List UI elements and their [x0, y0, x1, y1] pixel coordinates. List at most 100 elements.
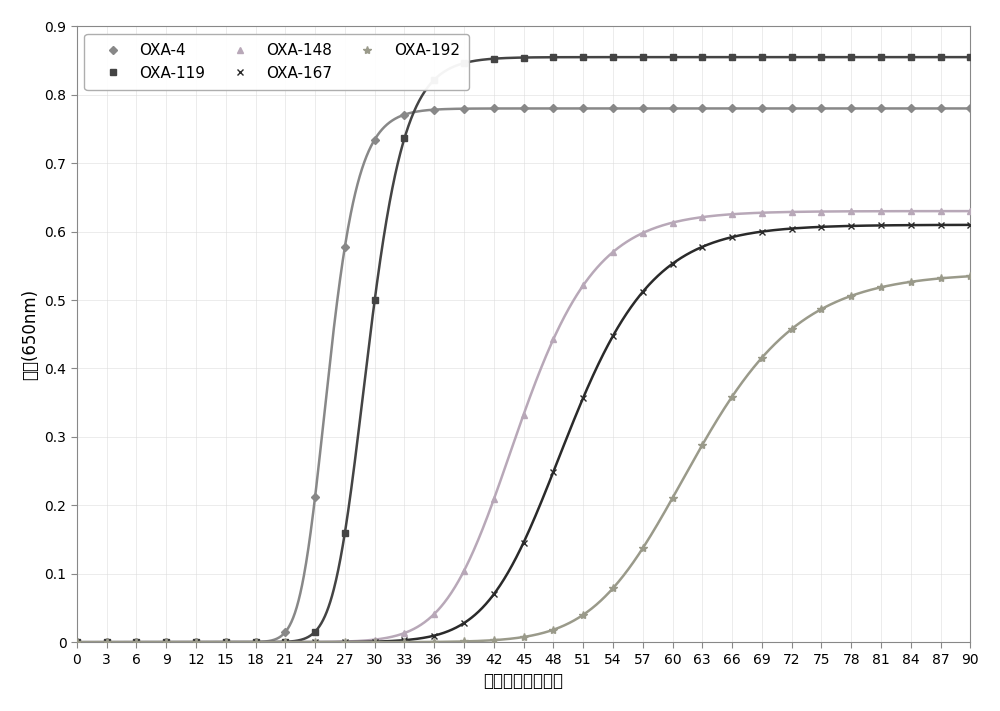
OXA-167 [905, 221, 917, 230]
OXA-148 [637, 229, 649, 237]
OXA-119 [369, 296, 381, 305]
OXA-119 [607, 53, 619, 61]
OXA-119 [488, 55, 500, 63]
OXA-192 [637, 544, 649, 552]
OXA-167 [458, 619, 470, 627]
OXA-4 [488, 105, 500, 113]
OXA-119 [815, 53, 827, 61]
OXA-119 [964, 53, 976, 61]
OXA-167 [160, 638, 172, 646]
OXA-148 [130, 638, 142, 646]
OXA-192 [667, 493, 679, 502]
OXA-167 [577, 394, 589, 402]
OXA-167 [637, 288, 649, 296]
OXA-4 [935, 105, 947, 113]
Legend: OXA-4, OXA-119, OXA-148, OXA-167, OXA-192: OXA-4, OXA-119, OXA-148, OXA-167, OXA-19… [84, 34, 469, 90]
OXA-167 [428, 631, 440, 640]
OXA-167 [220, 638, 232, 646]
OXA-148 [309, 638, 321, 646]
OXA-167 [726, 232, 738, 241]
OXA-192 [845, 292, 857, 300]
OXA-192 [815, 305, 827, 314]
OXA-192 [547, 626, 559, 634]
OXA-192 [250, 638, 262, 646]
OXA-192 [309, 638, 321, 646]
OXA-119 [339, 528, 351, 537]
OXA-167 [845, 222, 857, 230]
Line: OXA-119: OXA-119 [73, 53, 974, 646]
OXA-119 [875, 53, 887, 61]
Line: OXA-167: OXA-167 [73, 221, 974, 646]
OXA-148 [339, 637, 351, 646]
OXA-119 [220, 638, 232, 646]
OXA-119 [786, 53, 798, 61]
OXA-4 [607, 105, 619, 113]
OXA-119 [160, 638, 172, 646]
OXA-192 [935, 274, 947, 283]
OXA-119 [250, 638, 262, 646]
OXA-119 [756, 53, 768, 61]
OXA-148 [488, 495, 500, 503]
OXA-192 [369, 638, 381, 646]
OXA-192 [101, 638, 113, 646]
OXA-167 [369, 637, 381, 646]
OXA-167 [398, 636, 410, 644]
OXA-167 [309, 638, 321, 646]
OXA-192 [696, 441, 708, 449]
OXA-148 [458, 567, 470, 575]
OXA-148 [428, 610, 440, 619]
OXA-167 [339, 638, 351, 646]
OXA-4 [875, 105, 887, 113]
OXA-119 [101, 638, 113, 646]
OXA-167 [815, 223, 827, 231]
OXA-4 [726, 105, 738, 113]
OXA-4 [905, 105, 917, 113]
OXA-192 [518, 633, 530, 641]
OXA-119 [577, 53, 589, 61]
OXA-4 [71, 638, 83, 646]
OXA-167 [101, 638, 113, 646]
OXA-192 [786, 325, 798, 333]
OXA-167 [547, 468, 559, 476]
OXA-192 [458, 637, 470, 646]
OXA-4 [398, 110, 410, 119]
OXA-167 [935, 220, 947, 229]
OXA-167 [696, 242, 708, 251]
OXA-192 [577, 611, 589, 619]
OXA-148 [786, 208, 798, 216]
OXA-4 [786, 105, 798, 113]
OXA-167 [964, 220, 976, 229]
OXA-167 [190, 638, 202, 646]
OXA-148 [547, 335, 559, 343]
OXA-4 [279, 628, 291, 636]
OXA-148 [726, 210, 738, 218]
OXA-167 [130, 638, 142, 646]
OXA-119 [547, 53, 559, 61]
OXA-4 [309, 493, 321, 501]
OXA-4 [964, 105, 976, 113]
OXA-148 [667, 218, 679, 227]
OXA-4 [667, 105, 679, 113]
OXA-192 [607, 584, 619, 592]
OXA-4 [369, 135, 381, 144]
OXA-4 [339, 242, 351, 251]
OXA-192 [190, 638, 202, 646]
OXA-4 [547, 105, 559, 113]
OXA-167 [518, 538, 530, 547]
OXA-148 [935, 207, 947, 215]
OXA-4 [518, 105, 530, 113]
OXA-119 [637, 53, 649, 61]
OXA-4 [101, 638, 113, 646]
OXA-148 [905, 207, 917, 215]
Line: OXA-4: OXA-4 [74, 106, 973, 645]
OXA-119 [905, 53, 917, 61]
OXA-148 [250, 638, 262, 646]
OXA-119 [279, 638, 291, 646]
OXA-4 [250, 638, 262, 646]
OXA-192 [905, 277, 917, 286]
OXA-192 [398, 638, 410, 646]
OXA-192 [756, 353, 768, 362]
OXA-119 [190, 638, 202, 646]
OXA-148 [71, 638, 83, 646]
OXA-167 [71, 638, 83, 646]
